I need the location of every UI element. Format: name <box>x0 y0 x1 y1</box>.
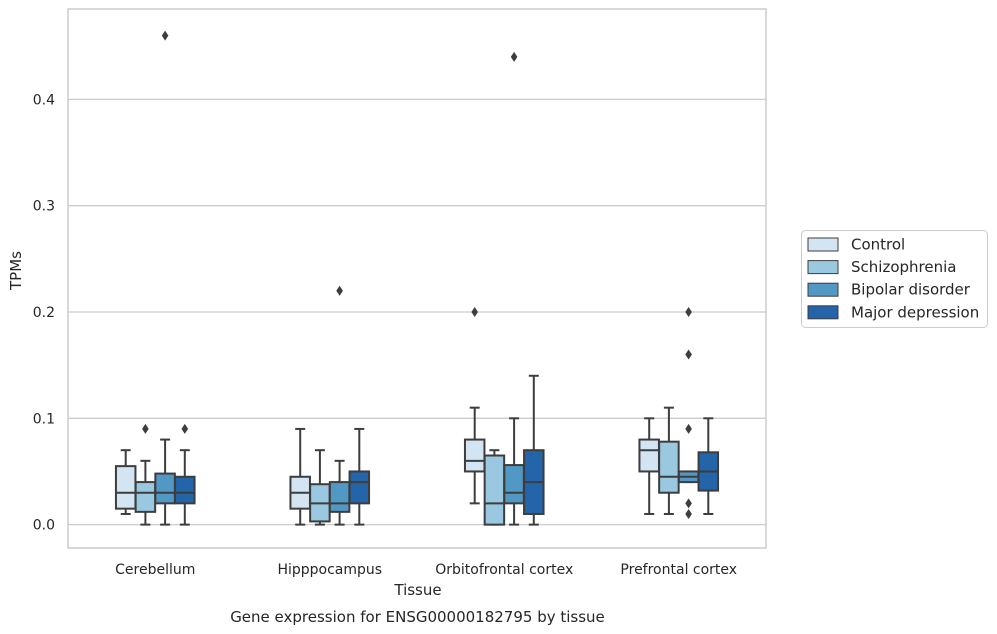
box <box>348 427 371 526</box>
legend-label: Bipolar disorder <box>851 281 971 299</box>
box-iqr <box>154 472 176 505</box>
x-tick-label: Prefrontal cortex <box>620 562 737 578</box>
legend-frame <box>801 230 988 328</box>
y-axis-ticks: 0.0 0.1 0.2 0.3 0.4 <box>33 92 55 533</box>
box <box>523 374 545 526</box>
box <box>658 406 680 515</box>
box-iqr <box>328 481 351 513</box>
outlier-point <box>685 508 692 519</box>
y-tick-label: 0.2 <box>33 305 55 321</box>
outlier-point <box>685 423 692 434</box>
legend-item: Major depression <box>807 303 979 321</box>
outlier-point <box>510 51 518 62</box>
legend-label: Major depression <box>851 303 979 321</box>
outlier-point <box>336 285 343 296</box>
box <box>463 306 486 505</box>
legend-swatch <box>807 260 839 275</box>
box-iqr <box>348 470 371 505</box>
y-tick-label: 0.4 <box>33 92 55 108</box>
box-iqr <box>134 481 157 513</box>
series-schizophrenia <box>134 406 680 526</box>
plot-area-frame <box>67 8 767 549</box>
box <box>328 285 351 526</box>
legend-item: Schizophrenia <box>807 258 956 276</box>
box <box>697 417 720 515</box>
legend-swatch <box>807 305 839 320</box>
box-iqr <box>638 438 660 473</box>
legend-item: Bipolar disorder <box>807 281 971 299</box>
x-tick-label: Hipppocampus <box>277 562 382 578</box>
legend-swatch <box>807 282 839 297</box>
box-iqr <box>503 464 525 505</box>
box <box>114 449 137 515</box>
box <box>309 449 331 526</box>
box-iqr <box>114 465 137 510</box>
y-tick-label: 0.3 <box>33 199 55 215</box>
series-control <box>114 306 660 526</box>
box-iqr <box>463 438 486 473</box>
y-axis-title: TPMs <box>7 251 25 291</box>
legend: Control Schizophrenia Bipolar disorder Majo… <box>801 230 988 328</box>
legend-swatch <box>807 237 839 252</box>
outlier-point <box>181 423 189 434</box>
box <box>134 423 157 526</box>
x-axis-title: Tissue <box>393 581 441 599</box>
legend-label: Control <box>851 236 905 254</box>
box-iqr <box>174 475 196 505</box>
outlier-point <box>685 306 692 317</box>
box-iqr <box>658 440 680 494</box>
box-series <box>114 30 720 526</box>
box <box>174 423 196 526</box>
box <box>638 417 660 515</box>
series-bipolar-disorder <box>154 30 700 526</box>
outlier-point <box>142 423 149 434</box>
x-tick-label: Orbitofrontal cortex <box>435 562 573 578</box>
outlier-point <box>161 30 169 41</box>
outlier-point <box>471 306 478 317</box>
box-iqr <box>483 454 506 526</box>
legend-label: Schizophrenia <box>851 258 956 276</box>
outlier-point <box>685 498 692 509</box>
box <box>483 449 506 526</box>
box <box>154 30 176 526</box>
x-tick-label: Cerebellum <box>115 562 195 578</box>
outlier-point <box>685 349 692 360</box>
y-tick-label: 0.1 <box>33 411 55 427</box>
x-axis-ticks: Cerebellum Hipppocampus Orbitofrontal cort… <box>115 562 737 578</box>
box <box>677 306 700 519</box>
y-tick-label: 0.0 <box>33 518 55 534</box>
box <box>503 51 525 526</box>
box <box>289 427 311 526</box>
series-major-depression <box>174 374 720 526</box>
figure-caption: Gene expression for ENSG00000182795 by t… <box>230 608 605 626</box>
legend-item: Control <box>807 236 905 254</box>
